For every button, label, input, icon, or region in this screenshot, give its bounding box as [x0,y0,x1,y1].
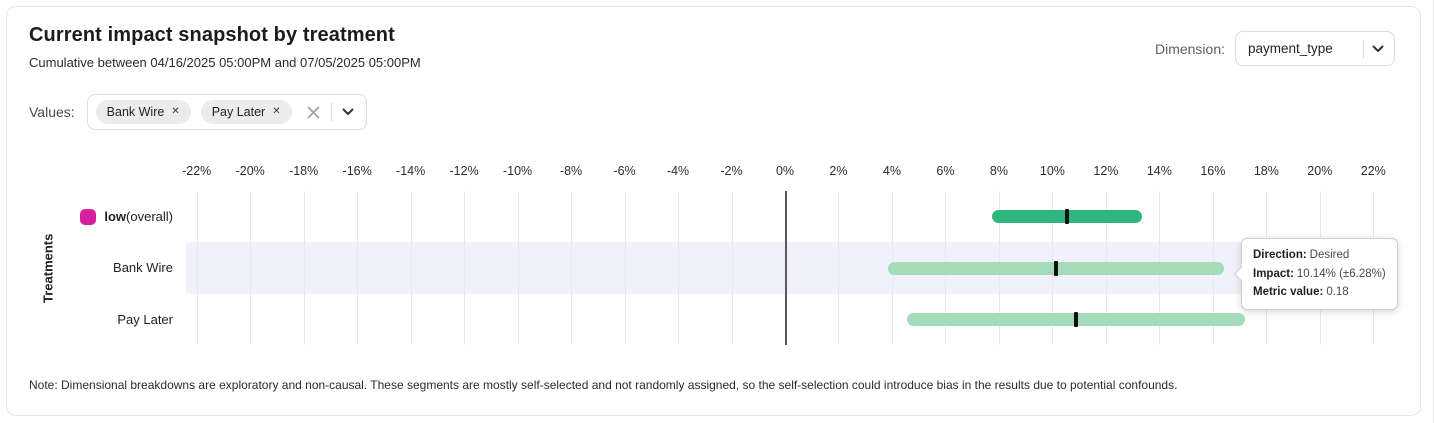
dimension-selected-value: payment_type [1248,41,1333,56]
axis-tick-label: 20% [1307,164,1333,178]
axis-tick-label: -12% [449,164,479,178]
axis-tick-label: 0% [775,164,795,178]
axis-tick-label: -14% [396,164,426,178]
plot-area [186,191,1384,345]
gridline [838,191,840,345]
y-axis-labels: low (overall) Bank Wire Pay Later [7,191,173,345]
axis-tick-label: 18% [1253,164,1279,178]
axis-tick-label: -22% [182,164,212,178]
tooltip-direction: Direction: Desired [1253,246,1386,265]
values-label: Values: [29,104,75,120]
page-title: Current impact snapshot by treatment [29,24,395,46]
axis-tick-label: 16% [1200,164,1226,178]
zero-axis-line [785,191,787,345]
tooltip: Direction: Desired Impact: 10.14% (±6.28%)… [1233,238,1398,310]
chip-label: Bank Wire [106,105,165,119]
tooltip-metric: Metric value: 0.18 [1253,283,1386,302]
value-chip-pay-later[interactable]: Pay Later ✕ [200,100,292,124]
tooltip-impact-value: 10.14% (±6.28%) [1296,267,1386,280]
impact-chart: Treatments -22% -20% -18% -16% -14% -12% -10% -… [7,159,1422,359]
tooltip-direction-label: Direction: [1253,249,1307,261]
gridline [410,191,412,345]
dimension-control: Dimension: payment_type [1155,31,1395,66]
axis-tick-label: -10% [502,164,533,178]
gridline [571,191,573,345]
tooltip-impact: Impact: 10.14% (±6.28%) [1253,265,1386,284]
axis-tick-label: 22% [1360,164,1386,178]
clear-values-icon[interactable] [306,105,321,120]
divider [1363,39,1364,58]
divider [330,103,332,121]
remove-chip-icon[interactable]: ✕ [171,106,180,117]
gridline [517,191,519,345]
value-chip-bank-wire[interactable]: Bank Wire ✕ [95,100,191,124]
gridline [731,191,733,345]
row-label-low-overall: low (overall) [7,191,173,242]
impact-point-marker [1074,311,1079,327]
gridline [624,191,626,345]
axis-tick-label: 10% [1039,164,1065,178]
axis-tick-label: 4% [882,164,901,178]
axis-tick-label: -20% [235,164,265,178]
tooltip-metric-value: 0.18 [1326,286,1349,299]
footnote: Note: Dimensional breakdowns are explora… [29,378,1178,392]
axis-tick-label: 6% [936,164,955,178]
values-multiselect[interactable]: Bank Wire ✕ Pay Later ✕ [86,94,367,130]
tooltip-direction-value: Desired [1309,249,1350,261]
axis-tick-label: 12% [1093,164,1119,178]
axis-tick-label: 2% [829,164,848,178]
date-range-subtitle: Cumulative between 04/16/2025 05:00PM an… [29,55,421,70]
gridline [196,191,198,345]
tooltip-impact-label: Impact: [1253,267,1294,280]
axis-tick-label: -2% [720,164,743,178]
chevron-down-icon [1372,45,1384,52]
impact-point-marker [1065,209,1070,225]
axis-tick-label: -6% [613,164,636,178]
values-filter: Values: Bank Wire ✕ Pay Later ✕ [29,94,367,130]
gridline [464,191,466,345]
chevron-down-icon[interactable] [342,108,354,116]
remove-chip-icon[interactable]: ✕ [272,106,281,117]
gridline [250,191,252,345]
dimension-select[interactable]: payment_type [1235,31,1395,66]
impact-point-marker [1054,260,1059,276]
header: Current impact snapshot by treatment Cum… [29,24,421,70]
row-label-bank-wire: Bank Wire [113,260,173,276]
row-label-pay-later: Pay Later [117,311,173,327]
chip-label: Pay Later [211,105,266,119]
axis-tick-label: -16% [342,164,372,178]
impact-snapshot-card: Current impact snapshot by treatment Cum… [6,6,1421,416]
axis-tick-label: -18% [289,164,319,178]
axis-tick-label: 8% [989,164,1008,178]
legend-swatch [80,208,97,225]
axis-tick-label: -4% [666,164,690,178]
axis-tick-label: -8% [559,164,583,178]
gridline [357,191,359,345]
axis-tick-label: 14% [1146,164,1172,178]
tooltip-metric-label: Metric value: [1253,286,1324,299]
dimension-label: Dimension: [1154,40,1225,57]
gridline [303,191,305,345]
gridline [678,191,680,345]
